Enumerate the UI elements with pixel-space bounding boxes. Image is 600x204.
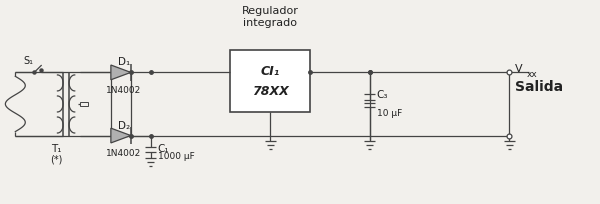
Text: xx: xx — [527, 70, 538, 79]
Text: 1N4002: 1N4002 — [106, 149, 142, 157]
Text: (*): (*) — [50, 154, 62, 163]
Text: V: V — [515, 64, 523, 74]
Text: C₁: C₁ — [158, 144, 169, 154]
Text: 10 μF: 10 μF — [377, 108, 402, 117]
Text: CI₁: CI₁ — [260, 65, 280, 78]
Text: Regulador
integrado: Regulador integrado — [242, 6, 299, 28]
Text: C₃: C₃ — [377, 90, 388, 100]
Bar — [80, 102, 88, 107]
Text: S₁: S₁ — [23, 55, 33, 65]
Text: D₁: D₁ — [118, 57, 130, 67]
Text: 1000 μF: 1000 μF — [158, 151, 194, 160]
Text: 78XX: 78XX — [252, 85, 289, 98]
Polygon shape — [111, 129, 131, 143]
Text: 1N4002: 1N4002 — [106, 86, 142, 95]
Polygon shape — [111, 66, 131, 80]
Bar — [230, 50, 310, 112]
Text: D₂: D₂ — [118, 120, 130, 130]
Text: Salida: Salida — [515, 80, 563, 94]
Text: T₁: T₁ — [51, 144, 61, 154]
